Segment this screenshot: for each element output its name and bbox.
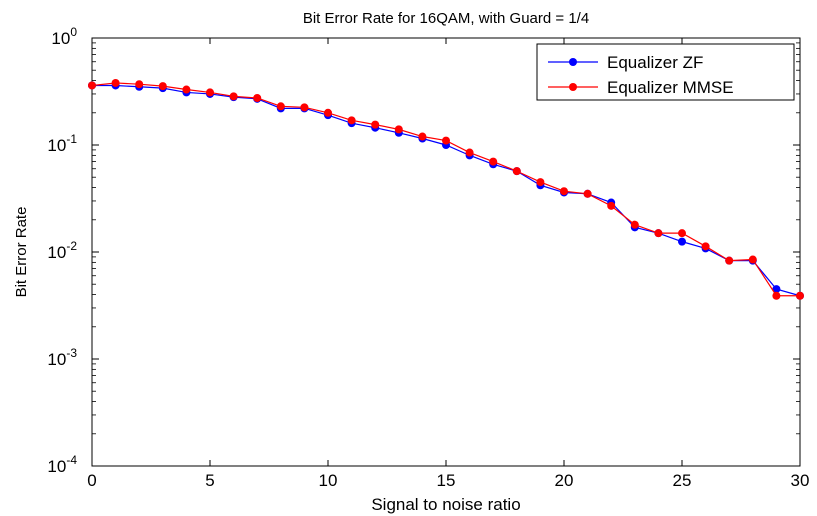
x-tick-label: 5	[205, 471, 214, 490]
x-tick-label: 25	[673, 471, 692, 490]
y-tick-base: 10	[47, 350, 66, 369]
y-axis-label: Bit Error Rate	[13, 207, 30, 298]
y-tick-base: 10	[51, 29, 70, 48]
y-tick-label: 10-4	[47, 453, 77, 476]
y-tick-label: 10-2	[47, 239, 77, 262]
data-point	[394, 125, 403, 134]
data-point	[465, 148, 474, 157]
series-layer	[88, 78, 804, 300]
x-tick-label: 0	[87, 471, 96, 490]
y-tick-base: 10	[47, 136, 66, 155]
y-tick-label: 10-3	[47, 346, 77, 369]
x-tick-label: 30	[791, 471, 810, 490]
data-point	[678, 229, 686, 238]
data-point	[748, 255, 757, 264]
y-tick-exponent: -3	[66, 346, 77, 360]
x-tick-label: 20	[555, 471, 574, 490]
x-axis-label: Signal to noise ratio	[371, 495, 520, 514]
data-point	[324, 108, 332, 117]
series-1	[88, 78, 804, 300]
data-point	[135, 80, 144, 89]
x-tick-label: 10	[319, 471, 338, 490]
chart-title: Bit Error Rate for 16QAM, with Guard = 1…	[303, 10, 589, 27]
data-point	[607, 201, 616, 210]
legend: Equalizer ZF Equalizer MMSE	[536, 43, 795, 101]
data-point	[560, 187, 568, 196]
data-point	[678, 237, 686, 246]
data-point	[583, 189, 592, 198]
y-tick-label: 10-1	[47, 132, 77, 155]
y-tick-base: 10	[47, 243, 66, 262]
plot-area	[91, 37, 801, 467]
data-point	[442, 136, 450, 145]
y-tick-exponent: -1	[66, 132, 77, 146]
data-point	[347, 116, 356, 125]
x-tick-label: 15	[437, 471, 456, 490]
data-point	[701, 242, 710, 251]
x-axis: 0 5 10 15 20 25 30	[87, 38, 809, 490]
data-point	[725, 256, 734, 265]
data-point	[206, 88, 214, 97]
y-tick-exponent: 0	[70, 25, 77, 39]
y-tick-exponent: -2	[66, 239, 77, 253]
data-point	[512, 167, 521, 176]
data-point	[88, 81, 96, 90]
data-point	[276, 102, 285, 111]
y-tick-base: 10	[47, 457, 66, 476]
data-point	[796, 291, 804, 300]
data-point	[418, 132, 427, 141]
legend-marker-mmse	[569, 83, 577, 91]
legend-box	[536, 43, 795, 101]
data-point	[772, 285, 781, 294]
data-point	[111, 78, 120, 87]
data-point	[630, 220, 639, 229]
data-point	[654, 229, 663, 238]
legend-label-zf: Equalizer ZF	[607, 53, 703, 72]
data-point	[253, 93, 262, 102]
data-point	[158, 82, 167, 91]
data-point	[489, 157, 498, 166]
y-tick-exponent: -4	[66, 453, 77, 467]
data-point	[772, 291, 781, 300]
legend-marker-zf	[569, 58, 577, 66]
data-point	[300, 103, 309, 112]
data-point	[371, 120, 380, 129]
y-tick-label: 100	[51, 25, 77, 48]
legend-label-mmse: Equalizer MMSE	[607, 78, 734, 97]
data-point	[536, 178, 545, 187]
data-point	[229, 92, 238, 101]
data-point	[182, 85, 191, 94]
